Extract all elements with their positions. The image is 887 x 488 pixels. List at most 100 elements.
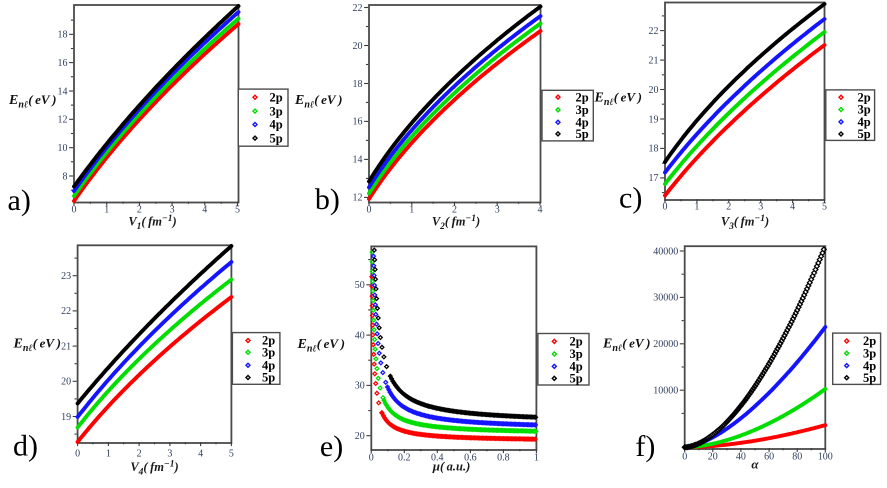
svg-text:Enℓ( eV ): Enℓ( eV ) xyxy=(294,92,343,111)
svg-text:1: 1 xyxy=(104,204,109,215)
svg-text:V1( fm−1): V1( fm−1) xyxy=(128,214,176,232)
svg-text:20: 20 xyxy=(61,377,71,388)
svg-text:4: 4 xyxy=(198,449,203,460)
svg-text:22: 22 xyxy=(61,306,71,317)
svg-text:3: 3 xyxy=(758,202,763,213)
svg-text:20: 20 xyxy=(649,85,659,96)
svg-text:2p: 2p xyxy=(262,334,275,348)
svg-text:1: 1 xyxy=(694,202,699,213)
svg-text:4p: 4p xyxy=(863,359,876,373)
svg-text:18: 18 xyxy=(649,144,659,155)
svg-text:20: 20 xyxy=(708,452,718,463)
svg-text:V4( fm−1): V4( fm−1) xyxy=(130,460,178,478)
svg-text:e): e) xyxy=(320,430,343,463)
svg-text:14: 14 xyxy=(58,86,68,97)
svg-text:2: 2 xyxy=(452,204,457,215)
svg-text:3p: 3p xyxy=(270,104,283,118)
svg-text:c): c) xyxy=(619,182,642,215)
svg-text:4p: 4p xyxy=(262,358,275,372)
svg-text:0: 0 xyxy=(75,449,80,460)
svg-text:30: 30 xyxy=(355,381,365,392)
svg-text:20: 20 xyxy=(353,41,363,52)
svg-text:1: 1 xyxy=(409,204,414,215)
svg-text:d): d) xyxy=(13,430,38,463)
svg-text:3: 3 xyxy=(167,449,172,460)
svg-text:40: 40 xyxy=(736,452,746,463)
svg-text:0.2: 0.2 xyxy=(398,452,411,463)
svg-text:4: 4 xyxy=(202,204,207,215)
svg-text:5p: 5p xyxy=(262,371,275,385)
svg-text:22: 22 xyxy=(649,26,659,37)
svg-text:2p: 2p xyxy=(270,90,283,104)
svg-text:3p: 3p xyxy=(858,103,871,117)
svg-text:4p: 4p xyxy=(270,118,283,132)
svg-text:0: 0 xyxy=(367,204,372,215)
svg-text:4p: 4p xyxy=(858,115,871,129)
svg-text:0.6: 0.6 xyxy=(464,452,477,463)
svg-text:50: 50 xyxy=(355,280,365,291)
svg-text:12: 12 xyxy=(58,115,68,126)
svg-text:3p: 3p xyxy=(262,346,275,360)
svg-text:8: 8 xyxy=(63,171,68,182)
svg-text:2p: 2p xyxy=(863,334,876,348)
svg-text:0: 0 xyxy=(72,204,77,215)
svg-text:18: 18 xyxy=(353,79,363,90)
svg-text:10: 10 xyxy=(58,143,68,154)
svg-text:Enℓ( eV ): Enℓ( eV ) xyxy=(8,92,57,111)
svg-text:0: 0 xyxy=(369,452,374,463)
svg-text:5p: 5p xyxy=(858,127,871,141)
svg-text:3p: 3p xyxy=(863,347,876,361)
svg-text:5p: 5p xyxy=(570,372,583,386)
svg-text:2p: 2p xyxy=(858,90,871,104)
svg-text:3p: 3p xyxy=(576,103,589,117)
svg-text:40: 40 xyxy=(355,330,365,341)
svg-text:17: 17 xyxy=(649,173,659,184)
svg-text:100: 100 xyxy=(818,452,833,463)
svg-text:f): f) xyxy=(635,430,655,463)
svg-text:19: 19 xyxy=(649,114,659,125)
svg-text:a): a) xyxy=(8,184,31,217)
svg-text:21: 21 xyxy=(61,341,71,352)
svg-text:3: 3 xyxy=(170,204,175,215)
svg-text:α: α xyxy=(751,457,759,472)
svg-text:4: 4 xyxy=(790,202,795,213)
svg-text:b): b) xyxy=(315,183,340,216)
svg-text:5: 5 xyxy=(229,449,234,460)
svg-text:4: 4 xyxy=(538,204,543,215)
svg-text:40000: 40000 xyxy=(653,246,678,257)
svg-text:16: 16 xyxy=(58,58,68,69)
svg-text:19: 19 xyxy=(61,412,71,423)
svg-text:2: 2 xyxy=(137,204,142,215)
svg-text:5p: 5p xyxy=(863,371,876,385)
svg-text:Enℓ( eV ): Enℓ( eV ) xyxy=(297,336,346,355)
svg-text:0.8: 0.8 xyxy=(497,452,510,463)
svg-text:0: 0 xyxy=(682,452,687,463)
svg-text:18: 18 xyxy=(58,30,68,41)
svg-text:10000: 10000 xyxy=(653,386,678,397)
svg-text:16: 16 xyxy=(353,117,363,128)
svg-text:0: 0 xyxy=(663,202,668,213)
svg-text:4p: 4p xyxy=(576,116,589,130)
svg-text:V3( fm−1): V3( fm−1) xyxy=(721,214,769,232)
svg-text:1: 1 xyxy=(106,449,111,460)
svg-text:Enℓ( eV ): Enℓ( eV ) xyxy=(594,90,643,109)
svg-text:60: 60 xyxy=(764,452,774,463)
svg-text:Enℓ( eV ): Enℓ( eV ) xyxy=(602,336,651,355)
svg-text:μ( a.u.): μ( a.u.) xyxy=(432,459,471,474)
svg-text:5: 5 xyxy=(235,204,240,215)
svg-text:3: 3 xyxy=(495,204,500,215)
svg-text:2p: 2p xyxy=(576,90,589,104)
svg-text:30000: 30000 xyxy=(653,293,678,304)
svg-text:20: 20 xyxy=(355,431,365,442)
svg-text:3p: 3p xyxy=(570,347,583,361)
svg-text:20000: 20000 xyxy=(653,339,678,350)
svg-text:14: 14 xyxy=(353,155,363,166)
svg-text:1: 1 xyxy=(534,452,539,463)
svg-text:5: 5 xyxy=(822,202,827,213)
svg-text:5p: 5p xyxy=(576,127,589,141)
svg-text:2p: 2p xyxy=(570,335,583,349)
svg-text:80: 80 xyxy=(792,452,802,463)
svg-text:12: 12 xyxy=(353,193,363,204)
svg-text:5p: 5p xyxy=(270,131,283,145)
svg-text:Enℓ( eV ): Enℓ( eV ) xyxy=(13,336,62,355)
